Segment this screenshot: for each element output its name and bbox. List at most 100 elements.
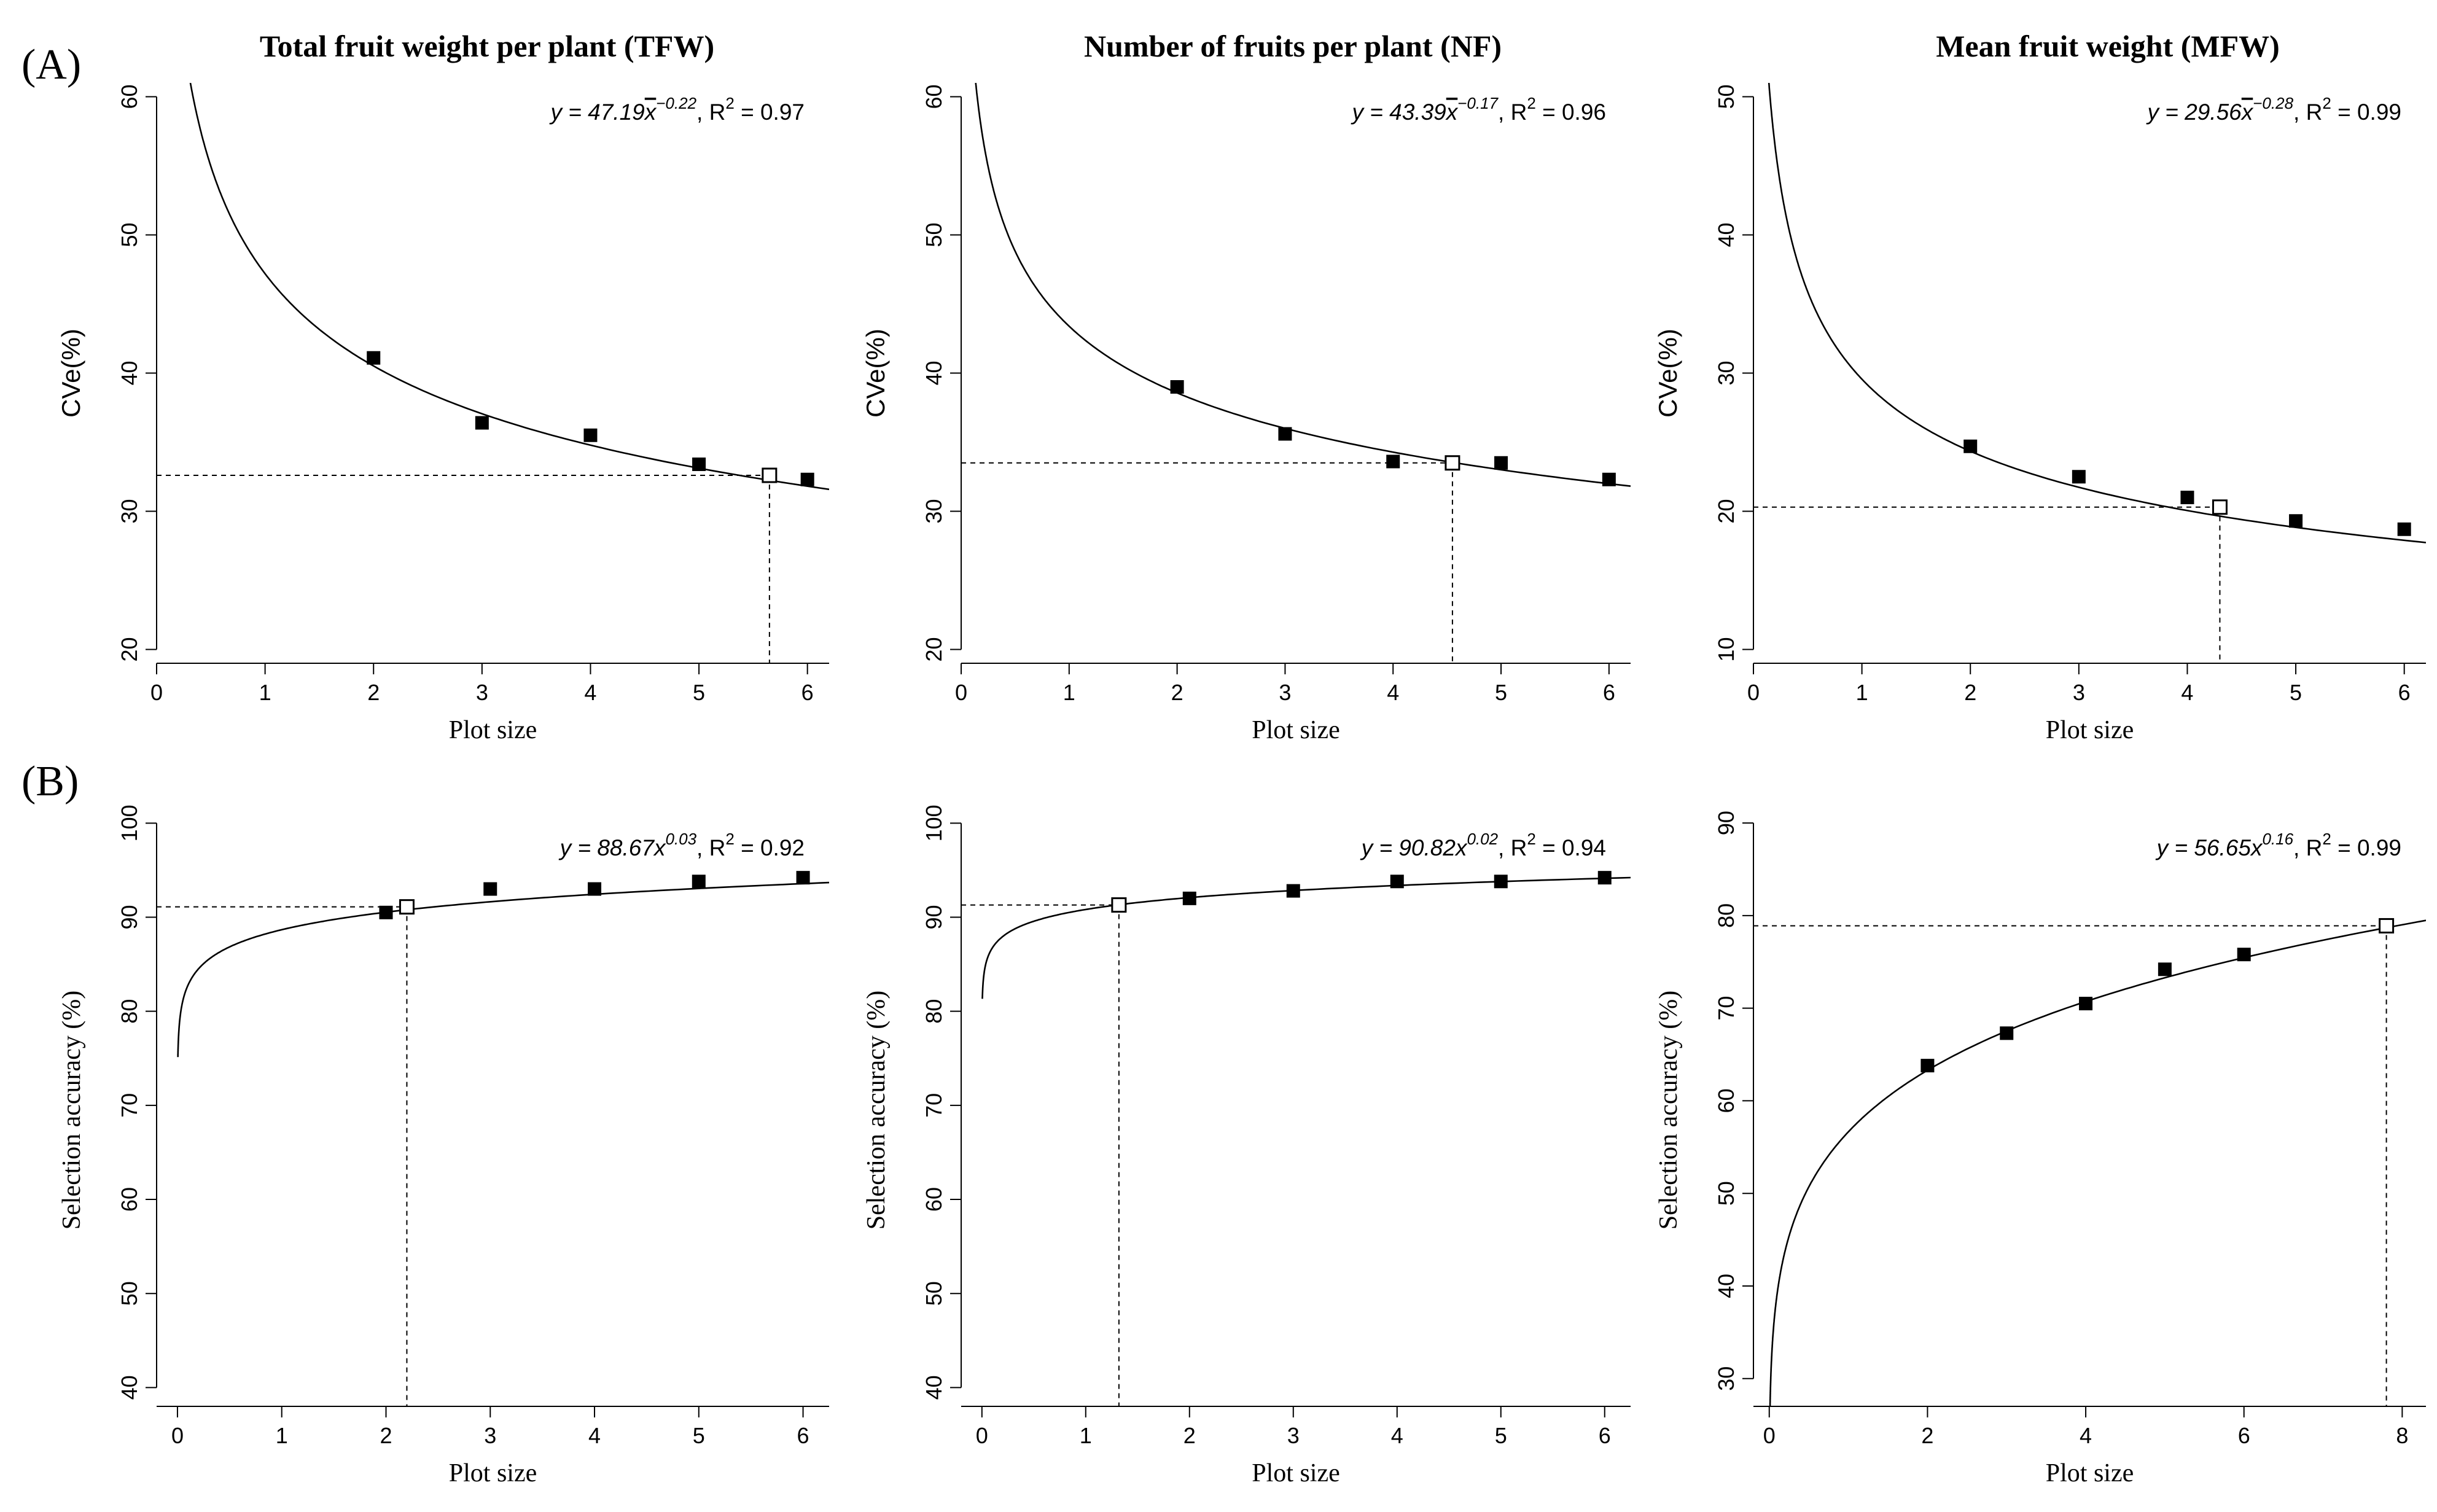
title-tfw: Total fruit weight per plant (TFW) (260, 29, 714, 63)
r2-exponent: 2 (2322, 830, 2331, 848)
data-point (1170, 380, 1184, 394)
fit-equation: y = 56.65x0.16, R2 = 0.99 (2155, 830, 2401, 860)
r2-exponent: 2 (2322, 94, 2331, 112)
data-point (796, 871, 810, 885)
y-tick-label: 60 (921, 1187, 946, 1212)
y-tick-label: 20 (921, 637, 946, 661)
data-point (2180, 491, 2194, 504)
y-tick-label: 40 (117, 1375, 142, 1400)
fit-equation: y = 90.82x0.02, R2 = 0.94 (1360, 830, 1606, 860)
fit-curve (981, 876, 1631, 999)
x-tick-label: 0 (150, 680, 163, 705)
data-point (800, 472, 814, 486)
equation-lhs: y = 90.82 (1360, 835, 1456, 860)
data-point (1386, 454, 1400, 469)
y-tick-label: 80 (117, 999, 142, 1024)
equation-lhs: y = 47.19 (548, 99, 644, 125)
y-tick-label: 60 (117, 1187, 142, 1212)
x-axis-label: Plot size (449, 1459, 537, 1487)
title-nf: Number of fruits per plant (NF) (1084, 29, 1502, 63)
data-point (1390, 875, 1404, 889)
x-tick-label: 4 (588, 1423, 601, 1448)
equation-sep: , (696, 835, 709, 860)
x-axis-label: Plot size (1252, 716, 1340, 744)
y-tick-label: 40 (1714, 222, 1739, 247)
equation-var: x (1454, 835, 1468, 860)
equation-lhs: y = 88.67 (558, 835, 655, 860)
equation-exponent: −0.22 (656, 94, 696, 112)
y-tick-label: 20 (1714, 499, 1739, 523)
y-axis-label: Selection accuracy (%) (862, 991, 891, 1229)
data-point (2072, 470, 2086, 484)
y-tick-label: 70 (1714, 996, 1739, 1021)
x-tick-label: 5 (1495, 680, 1507, 705)
data-point (2397, 522, 2411, 536)
x-tick-label: 0 (955, 680, 967, 705)
y-tick-label: 50 (921, 222, 946, 247)
y-tick-label: 40 (921, 360, 946, 385)
r2-exponent: 2 (725, 830, 734, 848)
y-tick-label: 30 (1714, 1366, 1739, 1391)
y-tick-label: 70 (117, 1093, 142, 1118)
row-label-a: (A) (21, 41, 81, 88)
x-tick-label: 4 (2080, 1423, 2092, 1448)
data-point (1597, 871, 1612, 885)
x-tick-label: 6 (2238, 1423, 2250, 1448)
data-point (379, 905, 393, 919)
chart-panel-3: 10 20 30 40 50 0 1 2 3 4 5 6 Plot size CVe(%) y = 29.5… (1653, 83, 2426, 744)
data-point (367, 351, 381, 365)
equation-var: x (644, 99, 657, 125)
x-tick-label: 4 (2181, 680, 2193, 705)
x-tick-label: 4 (584, 680, 596, 705)
x-tick-label: 3 (484, 1423, 496, 1448)
fit-equation: y = 88.67x0.03, R2 = 0.92 (558, 830, 805, 860)
y-tick-label: 60 (117, 84, 142, 109)
equation-var: x (653, 835, 666, 860)
fit-curve (1769, 919, 2426, 1406)
y-tick-label: 90 (921, 905, 946, 929)
x-tick-label: 2 (1183, 1423, 1196, 1448)
x-tick-label: 6 (1599, 1423, 1611, 1448)
y-tick-label: 90 (1714, 811, 1739, 835)
y-tick-label: 20 (117, 637, 142, 661)
y-tick-label: 60 (921, 84, 946, 109)
equation-lhs: y = 56.65 (2155, 835, 2252, 860)
x-tick-label: 4 (1391, 1423, 1403, 1448)
data-point (1278, 427, 1292, 441)
r2-exponent: 2 (1527, 94, 1535, 112)
y-tick-label: 40 (1714, 1274, 1739, 1298)
optimum-point (2212, 499, 2228, 515)
x-axis-label: Plot size (1252, 1459, 1340, 1487)
x-tick-label: 0 (976, 1423, 988, 1448)
data-point (1920, 1059, 1935, 1073)
y-tick-label: 50 (1714, 84, 1739, 109)
y-tick-label: 90 (117, 905, 142, 929)
chart-panel-1: 20 30 40 50 60 0 1 2 3 4 5 6 Plot size CVe(%) y = 47.1… (57, 83, 829, 744)
r2-value: = 0.96 (1536, 99, 1606, 125)
data-point (2237, 948, 2251, 962)
r2-value: = 0.97 (735, 99, 805, 125)
optimum-point (2379, 918, 2395, 933)
data-point (1494, 875, 1508, 889)
optimum-point (1111, 897, 1127, 913)
y-tick-label: 80 (1714, 903, 1739, 928)
r2-exponent: 2 (1527, 830, 1535, 848)
x-tick-label: 2 (1171, 680, 1183, 705)
y-axis-label: Selection accuracy (%) (1655, 991, 1683, 1229)
y-tick-label: 60 (1714, 1088, 1739, 1113)
equation-sep: , (696, 99, 709, 125)
y-axis-label: CVe(%) (57, 329, 85, 418)
y-tick-label: 50 (1714, 1181, 1739, 1206)
equation-var: x (2250, 835, 2263, 860)
x-tick-label: 4 (1387, 680, 1399, 705)
x-tick-label: 5 (693, 680, 705, 705)
data-point (692, 875, 706, 889)
data-point (1963, 439, 1978, 453)
x-tick-label: 1 (1080, 1423, 1092, 1448)
r2-label: R (709, 99, 726, 125)
y-tick-label: 100 (921, 805, 946, 841)
equation-exponent: 0.02 (1467, 830, 1498, 848)
r2-value: = 0.99 (2331, 835, 2401, 860)
data-point (1182, 891, 1196, 905)
